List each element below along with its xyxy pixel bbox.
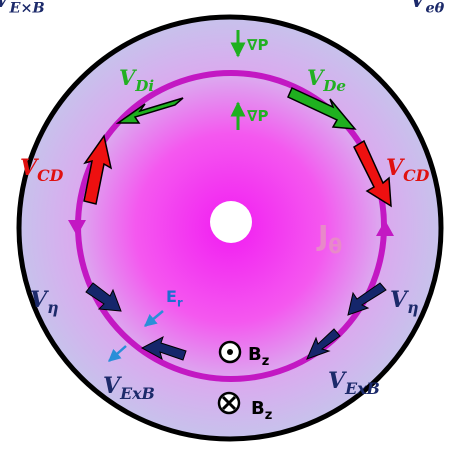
- vcd-label-left: VCD: [20, 155, 64, 185]
- bz-in-label: Bz: [251, 398, 272, 423]
- vdi-arrow: [115, 97, 184, 124]
- veta-arrow-right: [347, 282, 387, 316]
- j-theta-label: Jθ: [316, 219, 342, 258]
- er-arrow-lower: [108, 345, 127, 362]
- central-hole: [210, 201, 252, 243]
- er-arrow-upper: [144, 310, 164, 327]
- vdi-label: VDi: [119, 65, 154, 95]
- vcd-label-right: VCD: [386, 155, 430, 185]
- veta-label-right: Vη: [390, 287, 419, 317]
- vde-arrow: [287, 86, 357, 130]
- corner-label-right: Veθ: [410, 0, 445, 17]
- ring-direction-arrow-left: [68, 220, 86, 236]
- bz-out-symbol: [218, 340, 242, 364]
- veta-label-left: Vη: [30, 287, 59, 317]
- bz-out-label: Bz: [248, 344, 269, 369]
- vexb-label-right: VExB: [328, 368, 380, 398]
- veta-arrow-left: [85, 282, 122, 312]
- vde-label: VDe: [307, 65, 346, 95]
- corner-label-left: VE×B: [0, 0, 45, 17]
- vcd-arrow-right: [353, 139, 392, 208]
- ring-direction-arrow-right: [376, 220, 394, 236]
- bz-in-symbol: [217, 391, 241, 415]
- vcd-arrow-left: [83, 134, 113, 205]
- vexb-label-left: VExB: [103, 373, 155, 403]
- grad-p-label-lower: ∇P: [247, 107, 268, 125]
- vexb-arrow-right: [306, 328, 341, 360]
- grad-p-label-upper: ∇P: [247, 36, 268, 54]
- er-label: Er: [166, 287, 183, 310]
- vexb-arrow-left: [140, 335, 187, 361]
